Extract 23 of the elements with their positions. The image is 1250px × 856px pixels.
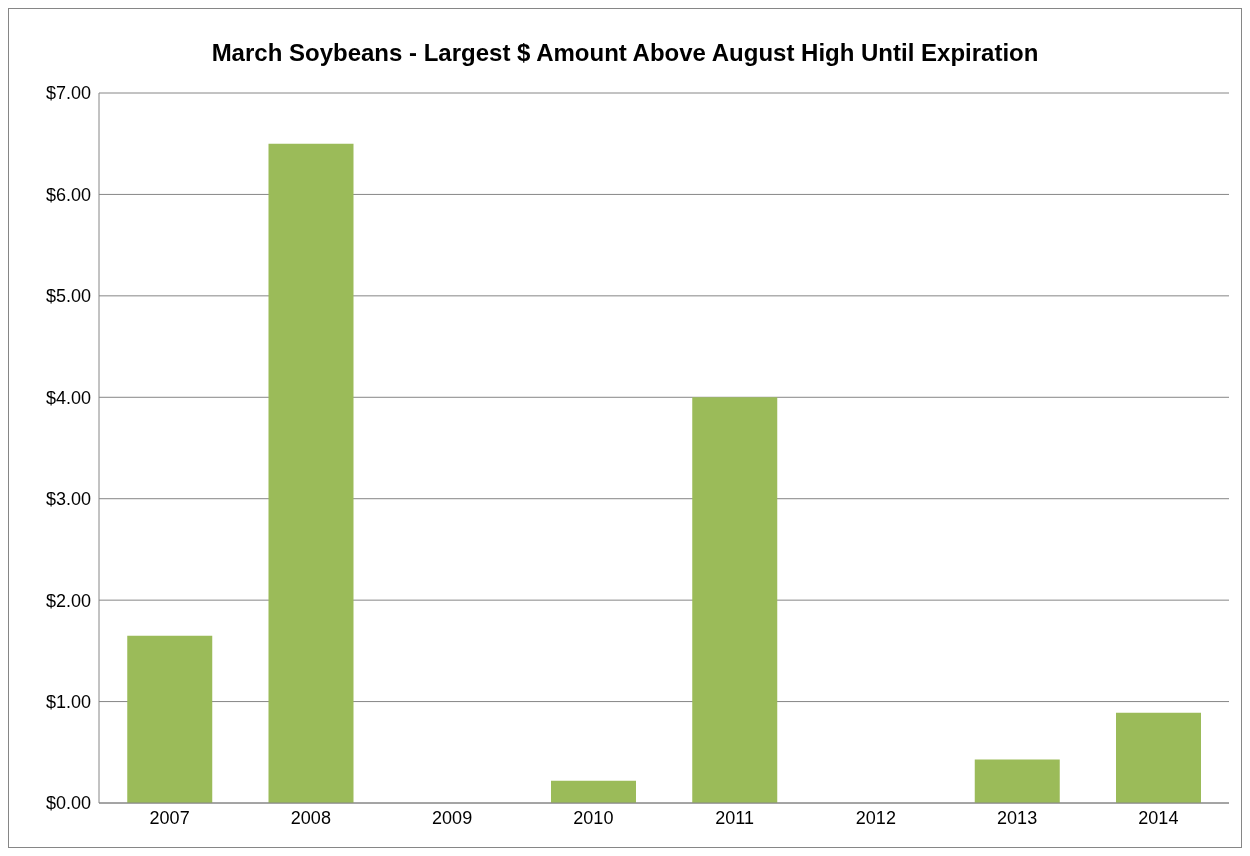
bar xyxy=(974,759,1060,803)
y-tick-label: $4.00 xyxy=(45,387,91,408)
bar xyxy=(551,780,636,803)
y-tick-label: $0.00 xyxy=(45,793,91,814)
x-tick-label: 2014 xyxy=(1138,807,1179,828)
y-tick-label: $6.00 xyxy=(45,184,91,205)
x-tick-label: 2008 xyxy=(290,807,331,828)
x-tick-label: 2012 xyxy=(855,807,896,828)
x-tick-label: 2010 xyxy=(573,807,614,828)
bar xyxy=(268,143,354,803)
chart-title: March Soybeans - Largest $ Amount Above August High Until Expiration xyxy=(210,38,1040,68)
bar xyxy=(692,397,778,803)
y-tick-label: $3.00 xyxy=(45,489,91,510)
bar xyxy=(127,635,213,803)
x-tick-label: 2011 xyxy=(715,807,754,828)
x-tick-label: 2009 xyxy=(432,807,473,828)
x-tick-label: 2007 xyxy=(149,807,190,828)
bar xyxy=(1116,712,1201,803)
x-tick-label: 2013 xyxy=(997,807,1038,828)
y-tick-label: $7.00 xyxy=(45,83,91,104)
y-tick-label: $5.00 xyxy=(45,286,91,307)
y-tick-label: $1.00 xyxy=(45,691,91,712)
y-tick-label: $2.00 xyxy=(45,590,91,611)
